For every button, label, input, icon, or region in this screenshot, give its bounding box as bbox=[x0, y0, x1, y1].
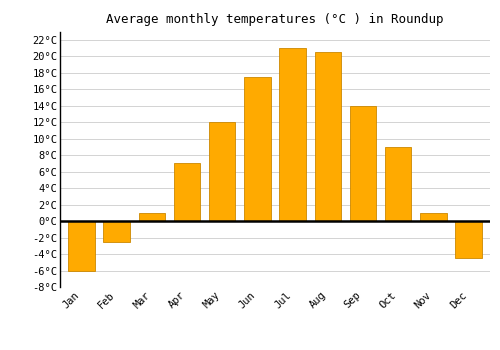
Bar bbox=[280, 48, 306, 221]
Bar bbox=[420, 213, 446, 221]
Bar bbox=[138, 213, 165, 221]
Title: Average monthly temperatures (°C ) in Roundup: Average monthly temperatures (°C ) in Ro… bbox=[106, 13, 444, 26]
Bar bbox=[104, 221, 130, 241]
Bar bbox=[68, 221, 94, 271]
Bar bbox=[314, 52, 341, 221]
Bar bbox=[244, 77, 270, 221]
Bar bbox=[209, 122, 236, 221]
Bar bbox=[456, 221, 481, 258]
Bar bbox=[350, 106, 376, 221]
Bar bbox=[174, 163, 200, 221]
Bar bbox=[385, 147, 411, 221]
